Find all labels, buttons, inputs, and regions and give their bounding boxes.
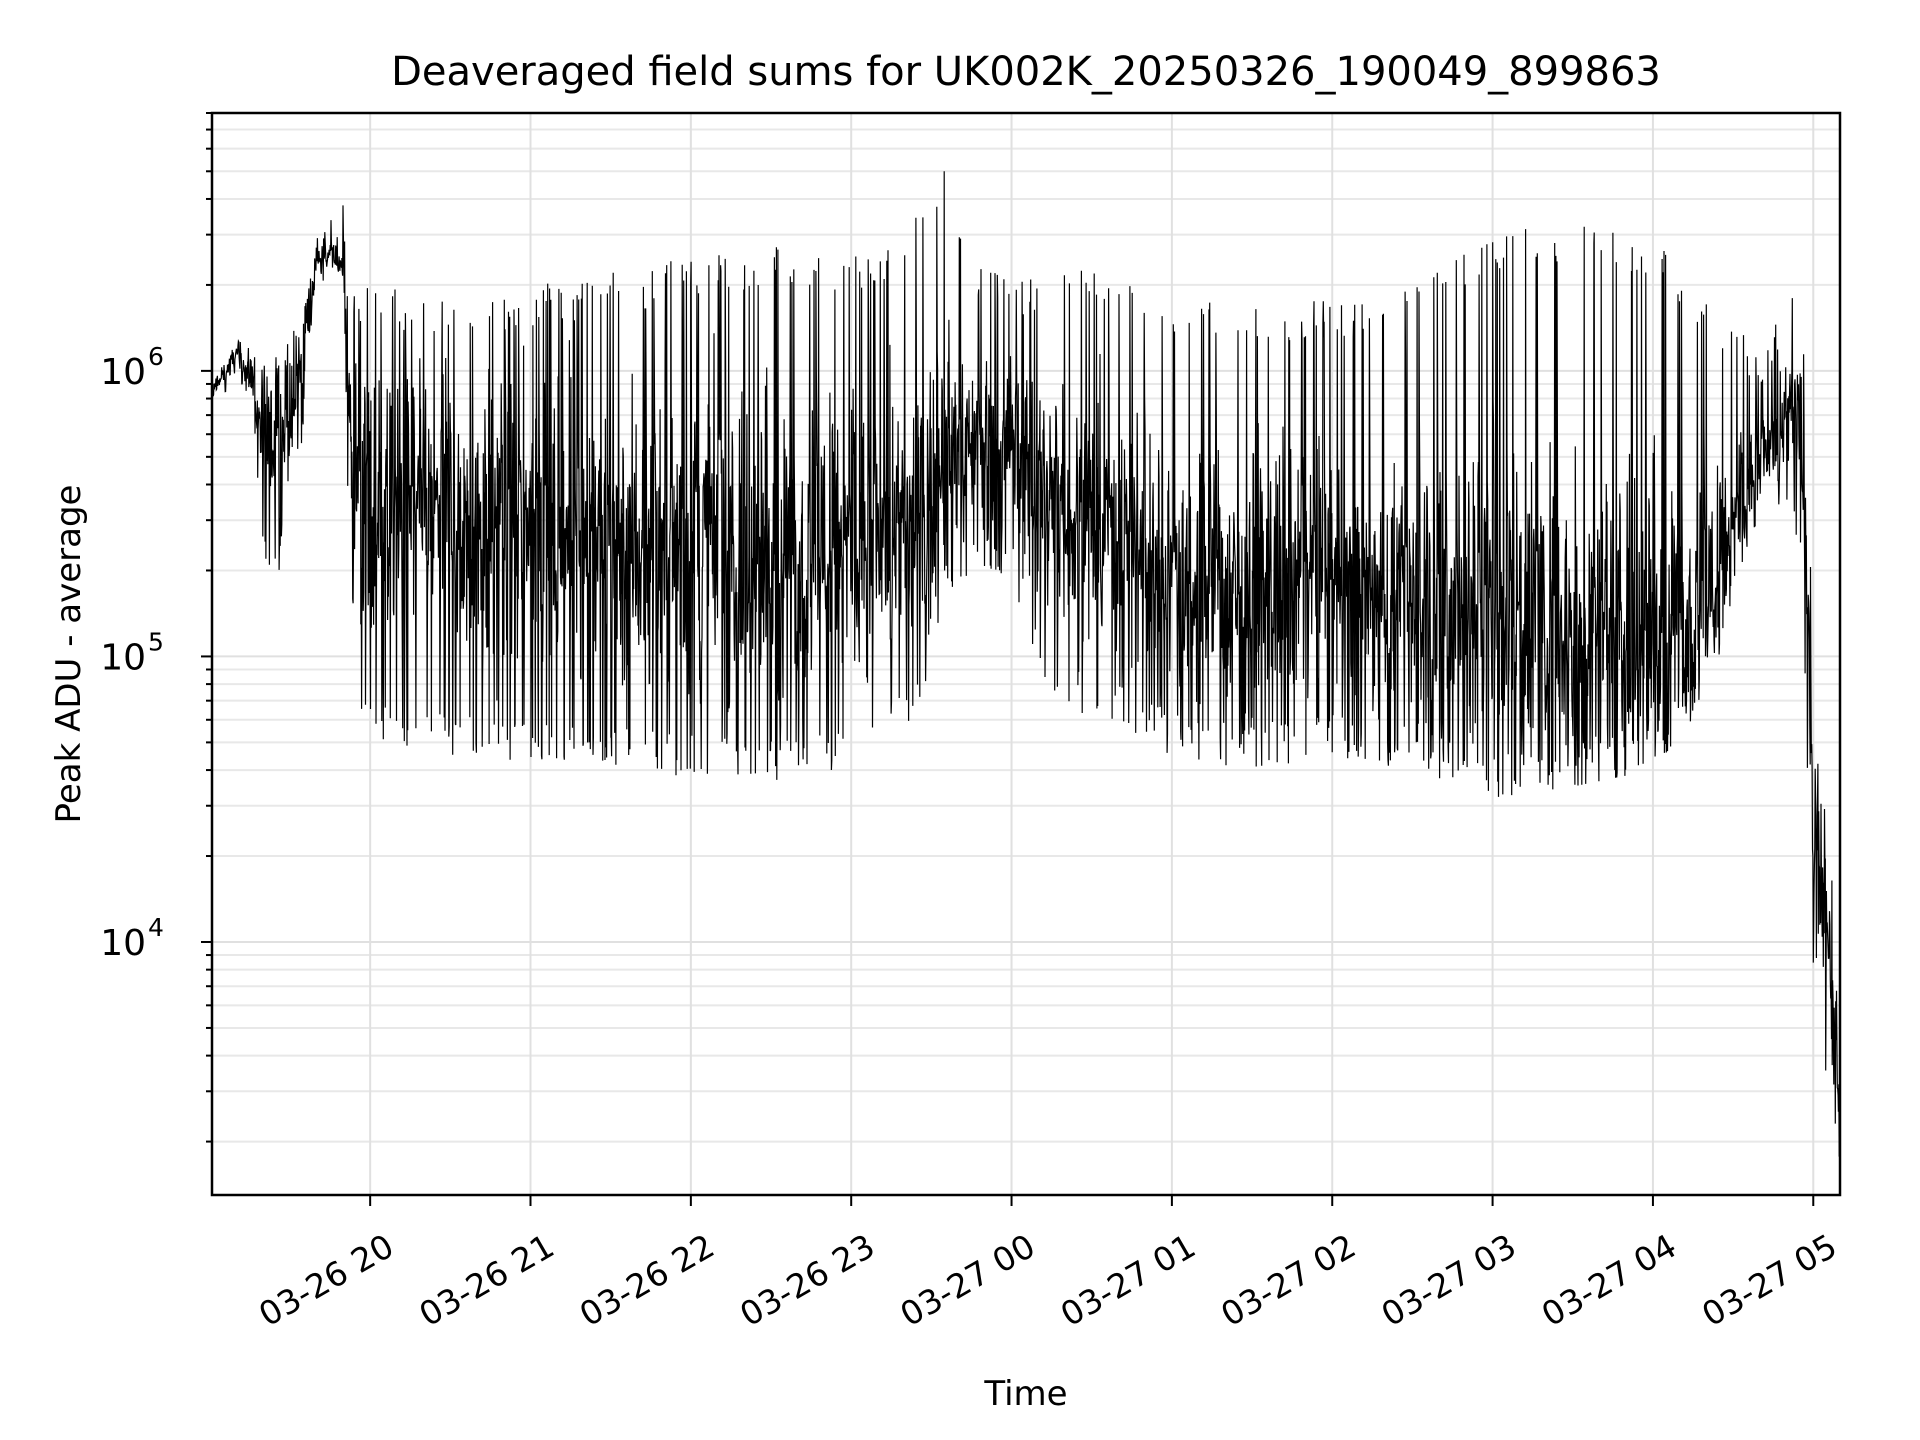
y-tick-label-exponent: 4 [148, 913, 164, 942]
x-tick-label: 03-26 22 [573, 1226, 721, 1334]
x-tick-label: 03-27 02 [1214, 1226, 1362, 1334]
x-tick-label: 03-27 04 [1535, 1226, 1683, 1334]
series-line [211, 171, 1841, 1169]
plot-area [211, 171, 1841, 1169]
x-tick-label: 03-26 20 [252, 1226, 400, 1334]
x-tick-label: 03-27 00 [894, 1226, 1042, 1334]
y-tick-label: 10 [100, 923, 146, 964]
y-tick-label-exponent: 6 [148, 342, 164, 371]
y-tick-label: 10 [100, 352, 146, 393]
axes-frame [210, 111, 1842, 1197]
x-tick-label: 03-27 01 [1054, 1226, 1202, 1334]
x-tick-label: 03-27 05 [1695, 1226, 1843, 1334]
y-tick-label: 10 [100, 637, 146, 678]
x-axis: 03-26 20 03-26 21 03-26 22 03-26 23 03-27 00… [252, 1195, 1843, 1334]
x-tick-label: 03-27 03 [1375, 1226, 1523, 1334]
y-tick-label-exponent: 5 [148, 627, 164, 656]
x-axis-label: Time [983, 1374, 1067, 1414]
x-tick-label: 03-26 21 [413, 1226, 561, 1334]
y-axis-label: Peak ADU - average [49, 485, 89, 824]
x-tick-label: 03-26 23 [733, 1226, 881, 1334]
chart-title: Deaveraged field sums for UK002K_2025032… [391, 49, 1661, 95]
